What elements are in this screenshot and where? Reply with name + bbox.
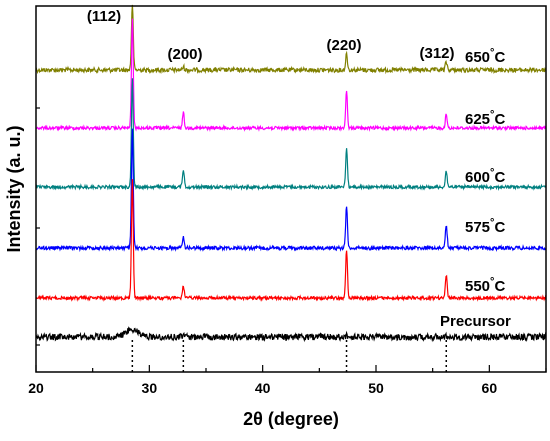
x-tick-labels: 20 30 40 50 60 (28, 380, 497, 396)
y-axis-title: Intensity (a. u.) (4, 125, 24, 252)
series-label: 550°C (465, 276, 505, 295)
x-axis-title: 2θ (degree) (243, 409, 339, 429)
series-label: 600°C (465, 167, 505, 186)
axis-ticks (35, 107, 547, 372)
x-tick-label: 20 (28, 380, 44, 396)
series-label: 650°C (465, 47, 505, 66)
series-label: 625°C (465, 109, 505, 128)
x-tick-label: 30 (142, 380, 158, 396)
series-line (35, 4, 547, 75)
series-line (35, 326, 547, 343)
series-labels: 650°C 625°C 600°C 575°C 550°C Precursor (440, 47, 511, 330)
x-tick-label: 50 (368, 380, 384, 396)
series-label: 575°C (465, 217, 505, 236)
peak-label: (312) (419, 45, 454, 62)
peak-label: (112) (87, 8, 121, 25)
plot-frame (35, 5, 547, 373)
series-line (35, 179, 547, 302)
x-tick-label: 40 (255, 380, 271, 396)
peak-labels: (112) (200) (220) (312) (87, 8, 455, 63)
series-line (35, 18, 547, 132)
peak-label: (200) (167, 46, 202, 63)
series-line (35, 78, 547, 191)
series-line (35, 128, 547, 253)
peak-label: (220) (326, 37, 361, 54)
series-curves (35, 4, 547, 343)
reference-lines (131, 340, 448, 372)
x-tick-label: 60 (482, 380, 498, 396)
series-label: Precursor (440, 313, 511, 330)
